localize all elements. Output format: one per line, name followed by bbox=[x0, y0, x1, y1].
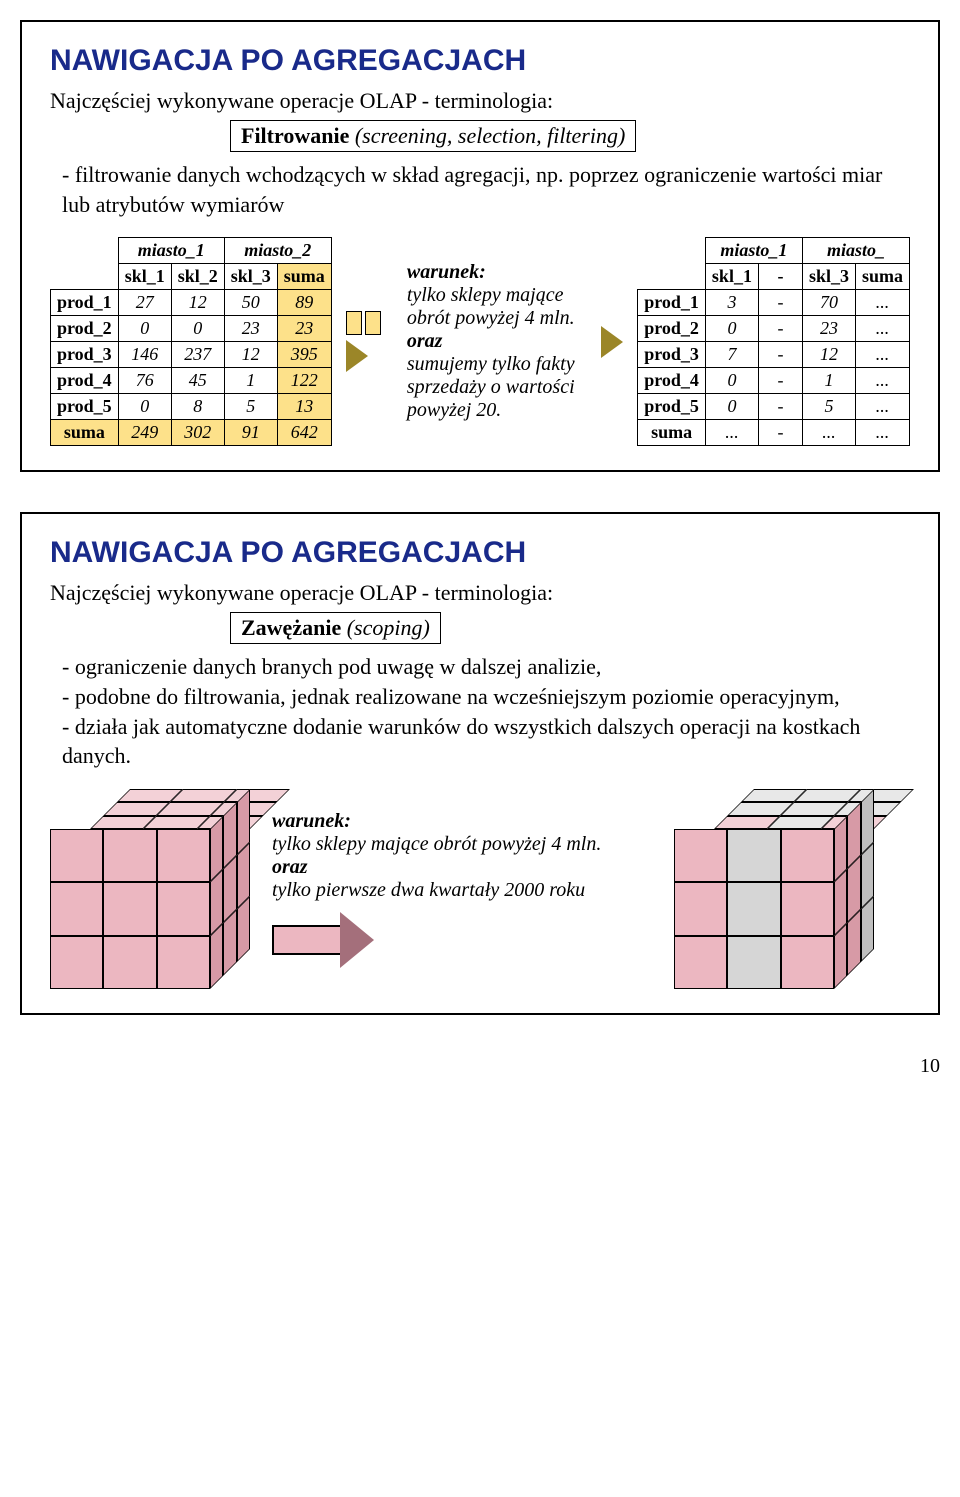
table-left: miasto_1 miasto_2 skl_1 skl_2 skl_3 suma… bbox=[50, 237, 332, 446]
operation-name: Filtrowanie bbox=[241, 123, 349, 148]
table-row-sum: suma...-...... bbox=[638, 420, 910, 446]
table-row: prod_40-1... bbox=[638, 368, 910, 394]
col-header: skl_3 bbox=[224, 264, 277, 290]
col-group: miasto_1 bbox=[118, 238, 224, 264]
col-header: - bbox=[758, 264, 802, 290]
arrow-icon bbox=[346, 311, 393, 372]
slide2-bullets: - ograniczenie danych branych pod uwagę … bbox=[62, 652, 910, 771]
operation-name: Zawężanie bbox=[241, 615, 341, 640]
table-row: prod_20-23... bbox=[638, 316, 910, 342]
slide-2: NAWIGACJA PO AGREGACJACH Najczęściej wyk… bbox=[20, 512, 940, 1015]
table-row-sum: suma24930291642 bbox=[51, 420, 332, 446]
table-right: miasto_1 miasto_ skl_1 - skl_3 suma prod… bbox=[637, 237, 910, 446]
operation-note: (screening, selection, filtering) bbox=[355, 123, 625, 148]
col-header: skl_1 bbox=[118, 264, 171, 290]
col-header: skl_2 bbox=[171, 264, 224, 290]
slide-1: NAWIGACJA PO AGREGACJACH Najczęściej wyk… bbox=[20, 20, 940, 472]
table-row: prod_2002323 bbox=[51, 316, 332, 342]
slide-subtitle: Najczęściej wykonywane operacje OLAP - t… bbox=[50, 88, 910, 114]
col-header: suma bbox=[855, 264, 909, 290]
table-row: prod_476451122 bbox=[51, 368, 332, 394]
page-number: 10 bbox=[20, 1055, 940, 1078]
table-row: prod_508513 bbox=[51, 394, 332, 420]
table-row: prod_37-12... bbox=[638, 342, 910, 368]
arrow-right-icon bbox=[272, 912, 374, 968]
col-header: skl_1 bbox=[705, 264, 758, 290]
operation-box: Filtrowanie (screening, selection, filte… bbox=[230, 120, 636, 152]
filter-condition: warunek: tylko sklepy mające obrót powyż… bbox=[407, 261, 587, 422]
cube-row: warunek: tylko sklepy mające obrót powyż… bbox=[50, 789, 910, 989]
operation-box: Zawężanie (scoping) bbox=[230, 612, 441, 644]
table-row: prod_127125089 bbox=[51, 290, 332, 316]
arrow-icon bbox=[601, 326, 623, 358]
operation-note: (scoping) bbox=[347, 615, 430, 640]
col-group: miasto_1 bbox=[705, 238, 802, 264]
cube-full-icon bbox=[50, 789, 250, 989]
col-group: miasto_2 bbox=[224, 238, 331, 264]
table-row: prod_50-5... bbox=[638, 394, 910, 420]
tables-row: miasto_1 miasto_2 skl_1 skl_2 skl_3 suma… bbox=[50, 237, 910, 446]
slide1-bullet: - filtrowanie danych wchodzących w skład… bbox=[62, 160, 910, 219]
slide-title: NAWIGACJA PO AGREGACJACH bbox=[50, 44, 910, 78]
col-header: skl_3 bbox=[802, 264, 855, 290]
col-header: suma bbox=[277, 264, 331, 290]
scope-condition: warunek: tylko sklepy mające obrót powyż… bbox=[272, 810, 652, 902]
slide-subtitle: Najczęściej wykonywane operacje OLAP - t… bbox=[50, 580, 910, 606]
table-row: prod_13-70... bbox=[638, 290, 910, 316]
table-row: prod_314623712395 bbox=[51, 342, 332, 368]
cube-scoped-icon bbox=[674, 789, 874, 989]
slide-title: NAWIGACJA PO AGREGACJACH bbox=[50, 536, 910, 570]
col-group: miasto_ bbox=[802, 238, 909, 264]
